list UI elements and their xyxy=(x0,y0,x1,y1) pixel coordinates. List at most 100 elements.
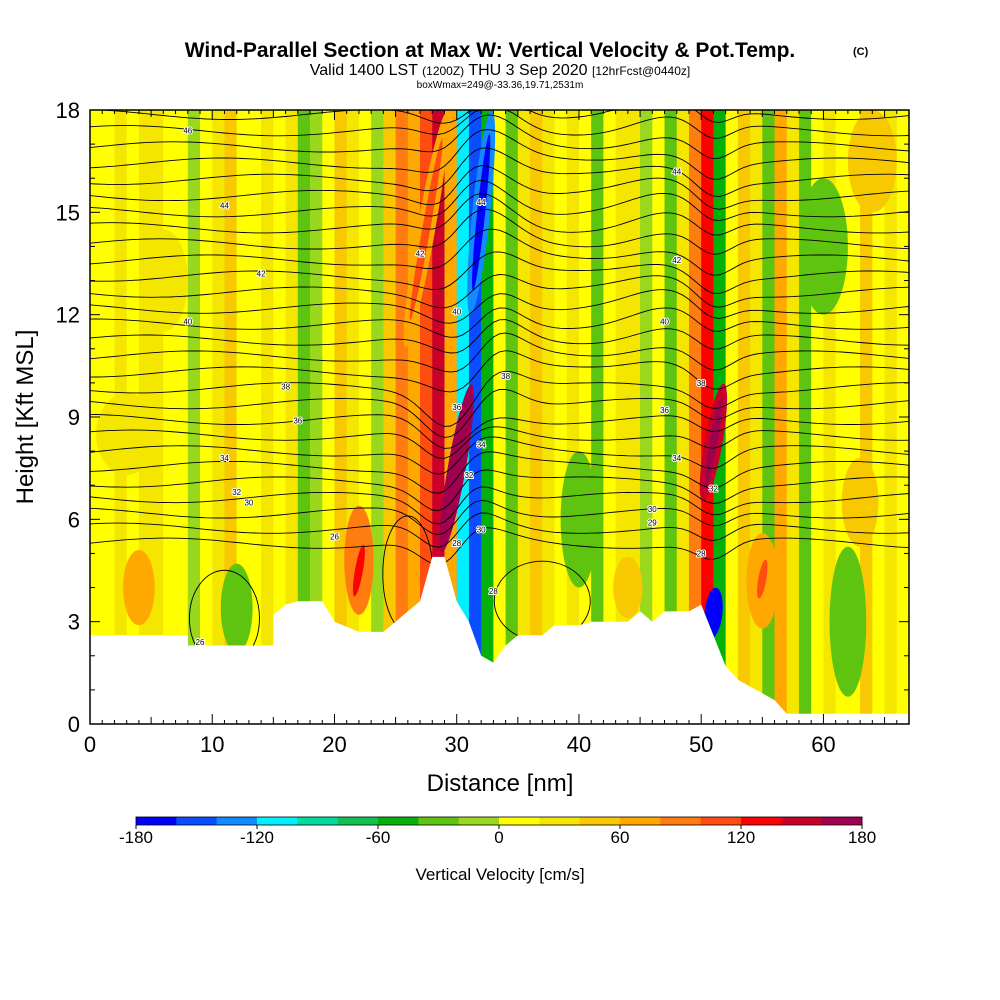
y-tick-label: 6 xyxy=(68,507,80,532)
theta-contour-labels: 4644424038363432302626444240383634323028… xyxy=(182,125,719,648)
theta-contour-line xyxy=(90,499,909,536)
theta-contour-line xyxy=(90,251,909,294)
velocity-column xyxy=(750,110,763,724)
theta-contour-label: 26 xyxy=(196,638,205,647)
velocity-column xyxy=(273,110,287,724)
theta-contour-line xyxy=(90,228,909,276)
colorbar-swatch xyxy=(337,817,379,825)
velocity-column xyxy=(676,110,690,724)
theta-contour-label: 46 xyxy=(183,126,192,135)
colorbar-tick-label: 120 xyxy=(727,828,755,847)
theta-contour-label: 30 xyxy=(477,526,486,535)
theta-contour-label: 32 xyxy=(709,485,718,494)
y-tick-label: 3 xyxy=(68,610,80,635)
colorbar-swatch xyxy=(660,817,702,825)
theta-contour-label: 30 xyxy=(244,498,253,507)
colorbar-swatch xyxy=(458,817,500,825)
title-copyright-mark: (C) xyxy=(853,46,869,58)
velocity-field xyxy=(90,110,909,724)
colorbar-swatch xyxy=(620,817,661,825)
colorbar-swatch xyxy=(700,817,742,825)
updraft-core-peak xyxy=(757,559,768,599)
velocity-column xyxy=(884,110,898,724)
chart-title: Wind-Parallel Section at Max W: Vertical… xyxy=(185,39,796,62)
terrain-fill xyxy=(90,556,909,724)
x-tick-label: 60 xyxy=(811,732,835,757)
colorbar-tick-label: -60 xyxy=(366,828,391,847)
theta-contour-label: 42 xyxy=(672,256,681,265)
colorbar: -180 -120 -60 0 60 120 180 xyxy=(119,816,876,847)
info-line: boxWmax=249@-33.36,19.71,2531m xyxy=(417,80,584,91)
theta-contour-label: 34 xyxy=(672,454,681,463)
velocity-column xyxy=(603,110,617,724)
colorbar-swatch xyxy=(418,817,460,825)
theta-contour-line xyxy=(90,350,909,393)
velocity-column xyxy=(872,110,886,724)
theta-contour-label: 32 xyxy=(232,488,241,497)
velocity-cell xyxy=(123,550,155,626)
velocity-cell xyxy=(96,393,158,475)
velocity-column xyxy=(554,110,568,724)
velocity-column xyxy=(200,110,213,724)
velocity-column xyxy=(175,110,189,724)
theta-contour-label: 44 xyxy=(220,202,229,211)
colorbar-swatch xyxy=(741,817,782,825)
x-tick-label: 10 xyxy=(200,732,224,757)
velocity-column xyxy=(774,110,788,724)
theta-contour-line xyxy=(90,388,909,438)
velocity-column xyxy=(701,110,715,724)
theta-contour-line xyxy=(90,413,909,449)
theta-contour-line xyxy=(90,436,909,475)
theta-contour-label: 38 xyxy=(501,372,510,381)
velocity-column xyxy=(187,110,201,724)
subtitle-valid: Valid 1400 LST xyxy=(310,62,418,79)
theta-contour-line xyxy=(90,370,909,427)
y-tick-label: 9 xyxy=(68,405,80,430)
theta-contour-label: 40 xyxy=(452,307,461,316)
theta-contour-label: 36 xyxy=(452,403,461,412)
velocity-column xyxy=(652,110,666,724)
theta-contour-line xyxy=(90,469,909,512)
theta-contour-label: 38 xyxy=(281,382,290,391)
theta-contour-line xyxy=(90,129,909,180)
theta-contour-label: 34 xyxy=(220,454,229,463)
colorbar-swatch xyxy=(216,817,258,825)
velocity-column xyxy=(395,110,409,724)
theta-contour-line xyxy=(90,110,909,124)
velocity-column xyxy=(688,110,702,724)
theta-contour-line xyxy=(90,165,909,210)
theta-contour-label: 36 xyxy=(293,416,302,425)
downdraft-core-peak xyxy=(472,134,491,291)
velocity-column xyxy=(542,110,556,724)
velocity-column xyxy=(505,110,519,724)
colorbar-tick-label: 180 xyxy=(848,828,876,847)
theta-contour-label: 34 xyxy=(477,440,486,449)
velocity-column xyxy=(261,110,274,724)
colorbar-swatch xyxy=(579,817,621,825)
updraft-core-peak xyxy=(704,397,723,488)
colorbar-tick-label: -180 xyxy=(119,828,153,847)
theta-contour-label: 28 xyxy=(697,549,706,558)
theta-contour-line xyxy=(90,114,909,160)
colorbar-swatch xyxy=(176,817,218,825)
theta-contour-label: 29 xyxy=(648,519,657,528)
theta-contour-label: 42 xyxy=(416,249,425,258)
velocity-cell xyxy=(798,178,848,315)
velocity-column xyxy=(860,110,873,724)
theta-contour-line xyxy=(90,512,909,548)
colorbar-swatch xyxy=(257,817,298,825)
velocity-cell xyxy=(560,451,598,588)
velocity-cell xyxy=(829,546,867,697)
y-tick-label: 18 xyxy=(56,98,80,123)
theta-contour-label: 32 xyxy=(464,471,473,480)
y-tick-label: 0 xyxy=(68,712,80,737)
theta-contour-line xyxy=(90,110,909,139)
velocity-column xyxy=(530,110,543,724)
subtitle-date: THU 3 Sep 2020 xyxy=(468,62,587,79)
velocity-column xyxy=(786,110,800,724)
subtitle-utc: (1200Z) xyxy=(422,64,464,78)
velocity-column xyxy=(664,110,678,724)
velocity-column xyxy=(762,110,776,724)
theta-contour-line xyxy=(90,307,909,338)
